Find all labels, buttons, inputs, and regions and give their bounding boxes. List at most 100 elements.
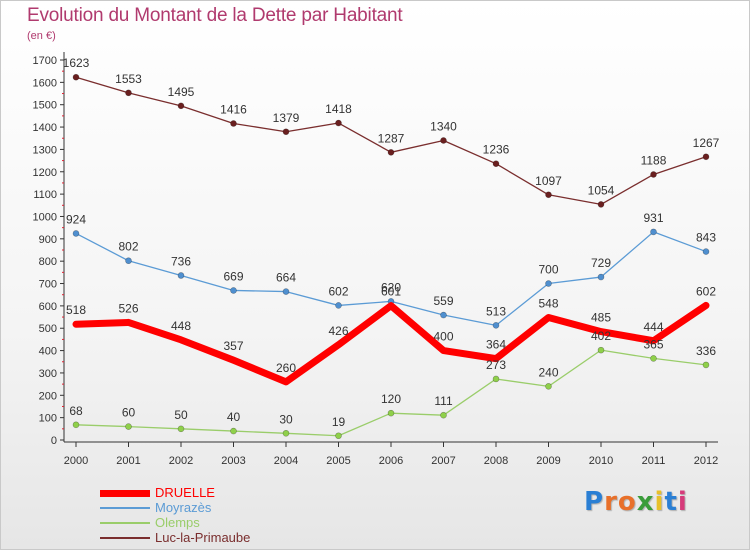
legend-label-luc-la-primaube: Luc-la-Primaube	[155, 530, 251, 545]
data-point-moyrazes	[125, 257, 132, 265]
y-tick-label: 1500	[33, 100, 57, 112]
data-label-druelle: 526	[118, 301, 138, 315]
unit-label: (en €)	[27, 30, 56, 42]
data-label-moyrazes: 620	[381, 280, 401, 294]
data-label-druelle: 602	[696, 284, 716, 298]
data-point-moyrazes	[282, 288, 290, 295]
data-point-olemps	[387, 409, 395, 417]
data-point-luc-la-primaube	[702, 153, 710, 161]
data-point-olemps	[282, 429, 290, 437]
chart-title: Evolution du Montant de la Dette par Hab…	[27, 5, 403, 26]
y-tick-label: 1700	[33, 55, 57, 67]
data-label-luc-la-primaube: 1287	[378, 131, 405, 145]
data-point-olemps	[440, 411, 447, 419]
data-label-druelle: 601	[381, 285, 401, 299]
y-tick-label: 0	[51, 435, 57, 447]
data-label-olemps: 40	[227, 410, 241, 424]
y-tick-label: 1000	[33, 211, 57, 223]
logo-letter: t	[664, 487, 678, 517]
x-tick-label: 2007	[431, 455, 455, 467]
y-tick-label: 800	[39, 256, 57, 268]
data-label-moyrazes: 931	[643, 211, 663, 225]
data-label-luc-la-primaube: 1267	[693, 136, 720, 150]
logo-letter: o	[617, 487, 637, 517]
data-point-moyrazes	[650, 228, 657, 236]
x-tick-label: 2003	[221, 455, 245, 467]
y-tick-label: 100	[39, 413, 57, 425]
data-label-druelle: 260	[276, 361, 296, 375]
data-label-olemps: 365	[643, 337, 663, 351]
y-tick-label: 200	[39, 390, 57, 402]
data-label-moyrazes: 729	[591, 256, 611, 270]
y-tick-label: 1600	[33, 77, 57, 89]
data-point-luc-la-primaube	[125, 89, 132, 97]
x-tick-label: 2012	[694, 455, 718, 467]
data-label-luc-la-primaube: 1553	[115, 72, 142, 86]
data-label-luc-la-primaube: 1097	[535, 174, 562, 188]
data-label-druelle: 518	[66, 303, 86, 317]
data-point-olemps	[230, 427, 237, 435]
data-point-moyrazes	[545, 280, 552, 287]
logo-letter: i	[677, 487, 688, 517]
x-tick-label: 2002	[169, 455, 193, 467]
data-label-moyrazes: 843	[696, 231, 716, 245]
x-tick-label: 2000	[64, 455, 88, 467]
data-label-moyrazes: 602	[328, 284, 348, 298]
data-label-olemps: 240	[538, 365, 558, 379]
proxiti-logo: Proxiti	[584, 487, 688, 517]
data-label-druelle: 400	[433, 330, 453, 344]
data-point-moyrazes	[230, 287, 237, 294]
y-tick-label: 400	[39, 346, 57, 358]
legend-swatch-olemps	[100, 522, 150, 524]
data-point-luc-la-primaube	[650, 171, 657, 178]
data-label-moyrazes: 664	[276, 271, 296, 285]
data-point-olemps	[335, 432, 342, 440]
data-label-olemps: 273	[486, 358, 506, 372]
y-tick-label: 1200	[33, 167, 57, 179]
y-tick-label: 900	[39, 234, 57, 246]
data-label-olemps: 19	[332, 415, 346, 429]
x-tick-label: 2008	[484, 455, 508, 467]
data-label-olemps: 60	[122, 406, 136, 420]
data-point-luc-la-primaube	[387, 149, 395, 156]
data-label-luc-la-primaube: 1495	[168, 85, 195, 99]
logo-letter: r	[604, 487, 618, 517]
data-point-moyrazes	[177, 272, 185, 279]
y-tick-label: 1400	[33, 122, 57, 134]
data-point-moyrazes	[492, 322, 500, 329]
data-point-luc-la-primaube	[230, 120, 237, 127]
data-label-druelle: 448	[171, 319, 191, 333]
data-label-olemps: 68	[69, 404, 83, 418]
data-label-olemps: 50	[174, 408, 188, 422]
x-tick-label: 2010	[589, 455, 613, 467]
data-label-druelle: 357	[223, 339, 243, 353]
data-label-luc-la-primaube: 1188	[641, 153, 667, 167]
data-point-olemps	[597, 346, 605, 354]
data-point-luc-la-primaube	[72, 73, 80, 81]
legend-label-moyrazes: Moyrazès	[155, 500, 212, 515]
x-tick-label: 2011	[642, 455, 666, 467]
data-point-luc-la-primaube	[177, 102, 185, 110]
x-tick-label: 2006	[379, 455, 403, 467]
y-tick-label: 500	[39, 323, 57, 335]
data-point-moyrazes	[335, 302, 342, 309]
data-label-olemps: 120	[381, 392, 401, 406]
legend-swatch-moyrazes	[100, 507, 150, 509]
data-label-luc-la-primaube: 1623	[63, 56, 90, 70]
data-label-olemps: 111	[434, 394, 453, 408]
data-point-luc-la-primaube	[545, 191, 552, 199]
data-label-luc-la-primaube: 1236	[483, 143, 510, 157]
x-tick-label: 2009	[536, 455, 560, 467]
data-label-druelle: 548	[538, 297, 558, 311]
data-point-moyrazes	[72, 230, 80, 237]
data-label-moyrazes: 559	[433, 294, 453, 308]
data-point-moyrazes	[440, 311, 447, 319]
data-label-olemps: 336	[696, 344, 716, 358]
series-line-druelle	[72, 301, 710, 386]
data-label-moyrazes: 700	[538, 263, 558, 277]
data-point-olemps	[702, 361, 710, 369]
data-point-luc-la-primaube	[440, 137, 447, 144]
data-point-luc-la-primaube	[335, 119, 342, 127]
data-label-moyrazes: 513	[486, 304, 506, 318]
